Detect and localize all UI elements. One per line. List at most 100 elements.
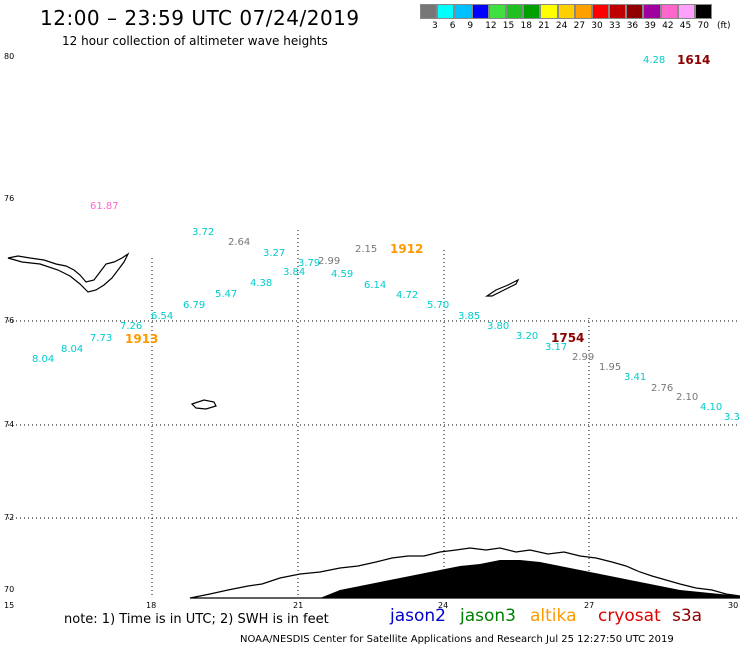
units-note: note: 1) Time is in UTC; 2) SWH is in fe… <box>64 612 329 627</box>
color-scale-label: 3 <box>432 21 438 31</box>
color-scale-swatch <box>695 4 713 19</box>
color-scale-label: 9 <box>467 21 474 31</box>
wave-height-value: 3.72 <box>192 227 215 238</box>
wave-height-value: 3.20 <box>516 331 539 342</box>
lat-label-76: 76 <box>4 316 15 325</box>
color-scale-swatch <box>677 4 695 19</box>
wave-height-value: 61.87 <box>90 201 119 212</box>
wave-height-value: 6.14 <box>364 280 387 291</box>
satellite-legend-cryosat: cryosat <box>598 606 661 626</box>
lat-label-78: 76 <box>4 194 15 203</box>
wave-height-value: 3.41 <box>624 372 647 383</box>
color-scale-label: 24 <box>555 21 568 31</box>
wave-height-value: 6.79 <box>183 300 206 311</box>
wave-height-value: 3.85 <box>458 311 481 322</box>
footer-credit: NOAA/NESDIS Center for Satellite Applica… <box>240 634 674 645</box>
color-scale-label: 21 <box>538 21 550 31</box>
wave-height-value: 4.38 <box>250 278 273 289</box>
wave-height-value: 7.73 <box>90 333 113 344</box>
color-scale-label: 15 <box>502 21 515 31</box>
wave-height-value: 3.3 <box>724 412 740 423</box>
coast-fill <box>320 560 740 598</box>
wave-height-value: 3.80 <box>487 321 510 332</box>
lon-label-27: 27 <box>584 601 595 610</box>
color-scale-label: 33 <box>609 21 621 31</box>
wave-height-value: 1.95 <box>599 362 622 373</box>
color-scale-swatch <box>488 4 506 19</box>
pass-time-label: 1754 <box>551 331 585 345</box>
color-scale-swatch <box>454 4 472 19</box>
pass-time-label: 1913 <box>125 332 159 346</box>
color-scale-swatch <box>557 4 575 19</box>
color-scale-swatch <box>609 4 627 19</box>
wave-height-value: 2.15 <box>355 244 378 255</box>
satellite-legend-jason2: jason2 <box>390 606 446 626</box>
wave-height-value: 5.70 <box>427 300 450 311</box>
lat-label-74: 74 <box>4 420 15 429</box>
wave-height-value: 6.54 <box>151 311 174 322</box>
color-scale-swatch <box>591 4 610 19</box>
color-scale-swatch <box>420 4 438 19</box>
color-scale-label: 42 <box>662 21 674 31</box>
bjornoya-coast <box>190 399 217 410</box>
color-scale-swatch <box>523 4 541 19</box>
wave-height-value: 4.28 <box>643 55 666 66</box>
svalbard-coast <box>7 252 130 293</box>
wave-height-value: 4.59 <box>331 269 354 280</box>
lon-label-30: 30 <box>728 601 739 610</box>
color-scale-swatch <box>574 4 592 19</box>
wave-height-value: 3.79 <box>298 258 321 269</box>
wave-height-value: 2.10 <box>676 392 699 403</box>
wave-height-value: 3.17 <box>545 342 568 353</box>
map-subtitle: 12 hour collection of altimeter wave hei… <box>62 34 328 48</box>
color-scale-swatch <box>660 4 678 19</box>
wave-height-value: 5.47 <box>215 289 238 300</box>
color-scale-label: (ft) <box>717 21 731 31</box>
satellite-legend-altika: altika <box>530 606 577 626</box>
color-scale-label: 6 <box>449 21 456 31</box>
wave-height-value: 4.72 <box>396 290 419 301</box>
lat-label-72: 72 <box>4 513 15 522</box>
map-title: 12:00 – 23:59 UTC 07/24/2019 <box>40 6 360 30</box>
wave-height-value: 8.04 <box>61 344 84 355</box>
lon-label-21: 21 <box>293 601 304 610</box>
norway-coast <box>189 547 740 599</box>
satellite-legend-jason3: jason3 <box>460 606 516 626</box>
lat-label-70: 70 <box>4 585 15 594</box>
pass-time-label: 1614 <box>677 53 711 67</box>
wave-height-value: 3.27 <box>263 248 286 259</box>
color-scale-bar <box>420 4 713 19</box>
graticule <box>8 230 740 598</box>
coastlines <box>7 252 740 599</box>
satellite-legend-s3a: s3a <box>672 606 703 626</box>
norway-fill <box>320 560 740 598</box>
wave-height-value: 3.84 <box>283 267 306 278</box>
color-scale-label: 45 <box>679 21 692 31</box>
lon-label-18: 18 <box>146 601 157 610</box>
wave-height-value: 2.99 <box>572 352 595 363</box>
wave-height-value: 2.64 <box>228 237 251 248</box>
color-scale-label: 18 <box>520 21 532 31</box>
color-scale-swatch <box>540 4 558 19</box>
lat-label-80: 80 <box>4 52 15 61</box>
color-scale-label: 12 <box>485 21 497 31</box>
color-scale-label: 36 <box>626 21 639 31</box>
color-scale-swatch <box>643 4 661 19</box>
color-scale-swatch <box>626 4 644 19</box>
wave-height-value: 4.10 <box>700 402 723 413</box>
color-scale-labels: 3 6 9 12 15 18 21 24 27 30 33 36 39 42 45 70 (ft) <box>420 21 740 35</box>
lon-label-24: 24 <box>438 601 449 610</box>
wave-height-value: 8.04 <box>32 354 55 365</box>
color-scale-label: 27 <box>573 21 586 31</box>
wave-height-value: 2.76 <box>651 383 674 394</box>
color-scale-swatch <box>471 4 489 19</box>
color-scale-swatch <box>505 4 524 19</box>
wave-height-value: 2.99 <box>318 256 341 267</box>
wave-height-value: 7.26 <box>120 321 143 332</box>
pass-time-label: 1912 <box>390 242 424 256</box>
color-scale-label: 30 <box>591 21 603 31</box>
hopen-coast <box>485 278 520 297</box>
color-scale-label: 70 <box>697 21 709 31</box>
color-scale-swatch <box>437 4 455 19</box>
